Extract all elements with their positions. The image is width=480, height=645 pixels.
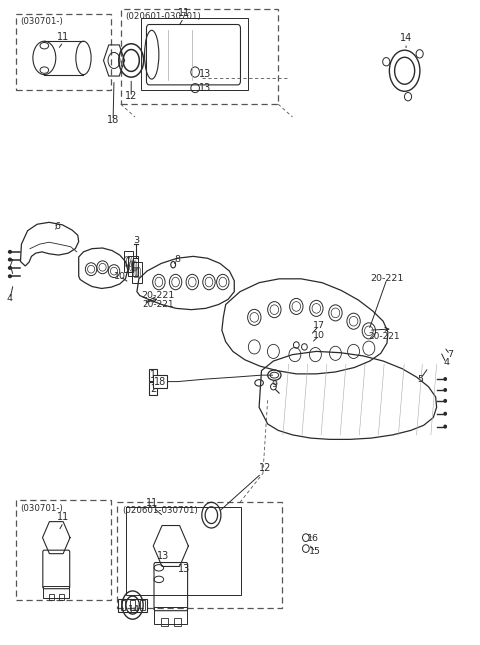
Ellipse shape bbox=[444, 378, 446, 381]
Text: 13: 13 bbox=[199, 69, 212, 79]
Text: 7: 7 bbox=[7, 259, 13, 268]
Ellipse shape bbox=[444, 412, 446, 415]
Text: 18: 18 bbox=[107, 115, 119, 125]
Text: 14: 14 bbox=[400, 33, 412, 43]
Text: 12: 12 bbox=[259, 464, 271, 473]
Text: 12: 12 bbox=[125, 91, 137, 101]
Ellipse shape bbox=[9, 250, 12, 253]
Ellipse shape bbox=[444, 389, 446, 392]
Text: 11: 11 bbox=[178, 8, 190, 18]
Text: 10: 10 bbox=[114, 272, 126, 281]
Text: (020601-030701): (020601-030701) bbox=[125, 12, 201, 21]
Text: 6: 6 bbox=[55, 222, 60, 231]
Bar bbox=[120, 600, 125, 610]
Text: 20-221: 20-221 bbox=[142, 300, 174, 309]
Text: (020601-030701): (020601-030701) bbox=[122, 506, 198, 515]
Ellipse shape bbox=[9, 266, 12, 269]
Bar bbox=[123, 251, 133, 272]
Text: 4: 4 bbox=[7, 294, 13, 303]
Bar bbox=[43, 586, 69, 599]
Ellipse shape bbox=[444, 399, 446, 402]
Text: (030701-): (030701-) bbox=[21, 17, 63, 26]
Text: 13: 13 bbox=[156, 551, 169, 561]
Bar bbox=[174, 619, 180, 626]
Text: 10: 10 bbox=[313, 331, 325, 340]
Text: 20-221: 20-221 bbox=[141, 291, 175, 300]
Text: 9: 9 bbox=[271, 381, 277, 390]
Text: 7: 7 bbox=[447, 350, 453, 359]
Ellipse shape bbox=[9, 258, 12, 261]
Text: 11: 11 bbox=[57, 512, 70, 522]
Bar bbox=[155, 608, 187, 624]
Text: 17: 17 bbox=[313, 321, 325, 330]
Bar bbox=[59, 594, 64, 600]
Text: 13: 13 bbox=[199, 83, 212, 94]
Text: 14: 14 bbox=[128, 606, 140, 615]
Bar bbox=[128, 255, 138, 276]
Text: 15: 15 bbox=[310, 547, 322, 556]
Polygon shape bbox=[126, 507, 241, 595]
Text: 11: 11 bbox=[57, 32, 70, 42]
Bar bbox=[130, 600, 135, 610]
Bar bbox=[161, 619, 168, 626]
Text: 20-221: 20-221 bbox=[369, 332, 400, 341]
Polygon shape bbox=[141, 18, 248, 90]
Text: 16: 16 bbox=[307, 535, 319, 544]
Text: 5: 5 bbox=[418, 375, 423, 384]
Text: (030701-): (030701-) bbox=[21, 504, 63, 513]
Text: 8: 8 bbox=[174, 255, 180, 264]
Text: 20-221: 20-221 bbox=[370, 274, 404, 283]
Text: 13: 13 bbox=[178, 564, 190, 573]
Text: 4: 4 bbox=[443, 359, 449, 368]
Ellipse shape bbox=[444, 425, 446, 428]
Text: 18: 18 bbox=[154, 377, 166, 386]
Text: 2: 2 bbox=[150, 384, 156, 393]
Text: 11: 11 bbox=[145, 497, 158, 508]
Text: 3: 3 bbox=[133, 236, 139, 245]
Bar bbox=[140, 600, 144, 610]
Bar bbox=[118, 599, 147, 611]
Ellipse shape bbox=[9, 275, 12, 277]
Text: 1: 1 bbox=[150, 370, 156, 380]
Bar bbox=[132, 262, 142, 283]
Bar bbox=[48, 594, 54, 600]
